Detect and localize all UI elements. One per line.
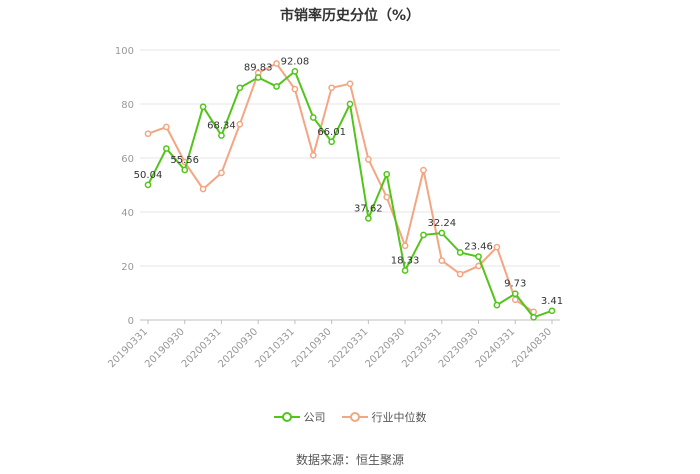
data-point[interactable] xyxy=(199,103,207,111)
legend-item-company[interactable]: 公司 xyxy=(273,409,326,425)
data-point[interactable] xyxy=(254,74,262,81)
data-point[interactable] xyxy=(273,60,280,67)
series-industry xyxy=(144,60,537,316)
data-point[interactable] xyxy=(456,270,464,278)
data-point[interactable] xyxy=(420,166,427,174)
data-point[interactable] xyxy=(511,290,519,298)
data-point[interactable] xyxy=(273,83,280,90)
legend-item-industry[interactable]: 行业中位数 xyxy=(341,409,427,425)
series-layer xyxy=(144,60,556,321)
x-tick-label: 20240830 xyxy=(510,326,554,370)
data-point[interactable] xyxy=(328,84,335,92)
data-label: 92.08 xyxy=(281,56,310,67)
data-point[interactable] xyxy=(346,80,354,88)
data-labels: 50.04 55.56 68.34 89.83 92.08 66.01 37.62 18.33… xyxy=(134,56,563,306)
data-point[interactable] xyxy=(383,170,391,178)
data-label: 55.56 xyxy=(170,155,199,166)
data-point[interactable] xyxy=(309,151,317,159)
data-point[interactable] xyxy=(236,84,244,92)
y-tick-label: 100 xyxy=(115,46,134,57)
legend-label-company: 公司 xyxy=(303,411,326,424)
data-point[interactable] xyxy=(309,114,317,121)
data-point[interactable] xyxy=(291,68,299,75)
data-point[interactable] xyxy=(346,100,354,108)
data-point[interactable] xyxy=(328,138,335,146)
data-label: 50.04 xyxy=(134,170,163,181)
line-chart: 0 20 40 60 80 100 201903312019093020200331202… xyxy=(106,46,563,370)
data-point[interactable] xyxy=(511,296,519,304)
y-tick-label: 0 xyxy=(128,316,134,327)
data-point[interactable] xyxy=(475,253,482,261)
data-point[interactable] xyxy=(401,242,409,250)
data-point[interactable] xyxy=(493,301,501,309)
legend-label-industry: 行业中位数 xyxy=(371,411,427,424)
data-point[interactable] xyxy=(144,130,152,138)
data-point[interactable] xyxy=(291,85,299,93)
x-axis: 2019033120190930202003312020093020210331… xyxy=(106,319,560,370)
series-line xyxy=(147,62,535,313)
legend: 公司 行业中位数 xyxy=(0,409,700,425)
data-point[interactable] xyxy=(163,123,170,131)
data-label: 66.01 xyxy=(317,127,346,138)
y-tick-label: 20 xyxy=(121,262,134,273)
data-point[interactable] xyxy=(236,120,244,128)
data-label: 9.73 xyxy=(504,279,526,290)
y-tick-label: 60 xyxy=(121,154,134,165)
series-line xyxy=(147,69,553,319)
data-point[interactable] xyxy=(530,313,537,321)
data-point[interactable] xyxy=(548,307,556,315)
data-label: 37.62 xyxy=(354,203,383,214)
y-tick-label: 40 xyxy=(121,208,134,219)
series-company xyxy=(144,68,556,321)
data-source: 数据来源：恒生聚源 xyxy=(295,453,404,467)
data-point[interactable] xyxy=(218,169,225,177)
data-point[interactable] xyxy=(365,215,372,222)
y-tick-label: 80 xyxy=(121,100,134,111)
chart-title: 市销率历史分位（%） xyxy=(279,8,421,24)
data-point[interactable] xyxy=(438,257,446,264)
data-point[interactable] xyxy=(181,166,189,174)
data-label: 89.83 xyxy=(244,62,273,73)
legend-swatch-industry xyxy=(341,411,368,423)
data-label: 3.41 xyxy=(541,296,563,307)
data-label: 68.34 xyxy=(207,120,236,131)
data-point[interactable] xyxy=(438,229,446,237)
data-point[interactable] xyxy=(401,267,409,274)
data-point[interactable] xyxy=(456,249,464,256)
data-label: 23.46 xyxy=(464,242,493,253)
data-point[interactable] xyxy=(365,156,372,163)
legend-swatch-company xyxy=(273,411,300,423)
data-label: 32.24 xyxy=(427,218,456,229)
data-point[interactable] xyxy=(199,185,207,193)
y-axis-ticks: 0 20 40 60 80 100 xyxy=(115,46,134,327)
data-label: 18.33 xyxy=(391,256,420,267)
data-point[interactable] xyxy=(218,132,225,139)
data-point[interactable] xyxy=(493,243,501,251)
data-point[interactable] xyxy=(144,181,152,189)
data-point[interactable] xyxy=(163,145,170,152)
data-point[interactable] xyxy=(383,193,391,201)
data-point[interactable] xyxy=(420,231,427,239)
